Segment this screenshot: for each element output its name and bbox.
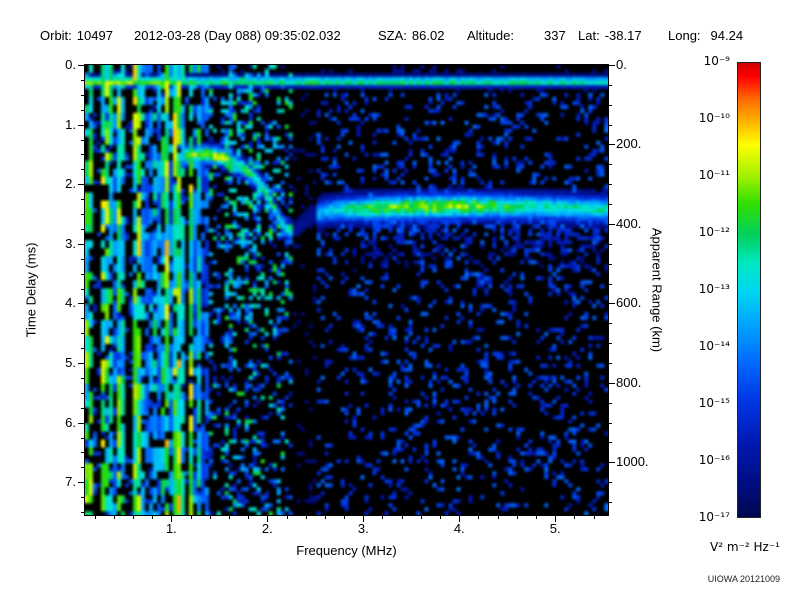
header-field-label: Orbit:	[40, 28, 72, 43]
colorbar-tick-label: 10⁻¹⁷	[698, 510, 730, 524]
header-field-longitude: Long: 94.24	[668, 28, 743, 43]
x-axis-tick-label: 4.	[453, 521, 465, 536]
colorbar-tick-label: 10⁻¹⁰	[698, 111, 730, 125]
y-axis-tick-label: 4.	[65, 295, 76, 311]
y-axis-title-right: Apparent Range (km)	[649, 227, 665, 353]
credit-text: UIOWA 20121009	[707, 574, 780, 584]
spectrogram-plot-area	[85, 65, 608, 515]
header-field-value: 10497	[76, 28, 113, 43]
right-axis-tick-label: 0.	[616, 57, 627, 72]
spectrogram-canvas	[85, 65, 608, 515]
header-field-orbit: Orbit: 10497	[40, 28, 113, 43]
y-axis-title-left: Time Delay (ms)	[23, 242, 39, 338]
right-axis-tick-label: 200.	[616, 136, 642, 152]
x-axis-tick-label: 1.	[165, 521, 177, 536]
header-field-value: 2012-03-28 (Day 088) 09:35:02.032	[134, 28, 341, 43]
colorbar-tick-label: 10⁻¹¹	[698, 168, 730, 182]
y-axis-tick-label: 2.	[65, 176, 76, 192]
header-field-value: -38.17	[604, 28, 642, 43]
y-axis-tick-label: 0.	[65, 57, 76, 72]
colorbar-tick-label: 10⁻¹⁶	[698, 453, 730, 467]
right-axis-tick-label: 1000.	[616, 454, 649, 470]
y-axis-tick-label: 3.	[65, 235, 76, 251]
colorbar-tick-label: 10⁻¹⁴	[698, 339, 730, 353]
colorbar-tick-label: 10⁻⁹	[703, 54, 730, 68]
colorbar-tick-label: 10⁻¹⁵	[698, 396, 730, 410]
header-field-sza: SZA: 86.02	[378, 28, 444, 43]
x-axis-title: Frequency (MHz)	[296, 543, 397, 558]
right-axis-tick-label: 400.	[616, 215, 642, 231]
header-field-latitude: Lat: -38.17	[578, 28, 642, 43]
header-field-label: Altitude:	[467, 28, 514, 43]
header-field-label: SZA:	[378, 28, 407, 43]
x-axis-tick-label: 3.	[357, 521, 369, 536]
right-axis-tick-label: 600.	[616, 295, 642, 311]
header-field-value: 94.24	[710, 28, 744, 43]
y-axis-tick-label: 1.	[65, 116, 76, 132]
y-axis-tick-label: 6.	[65, 414, 76, 430]
header-field-altitude: Altitude: 337	[467, 28, 566, 43]
colorbar-tick-label: 10⁻¹²	[698, 225, 730, 239]
header-field-label: Lat:	[578, 28, 600, 43]
header-field-datetime: 2012-03-28 (Day 088) 09:35:02.032	[134, 28, 341, 43]
y-axis-tick-label: 7.	[65, 474, 76, 490]
colorbar	[737, 62, 761, 518]
header-field-value: 337	[543, 28, 566, 43]
right-axis-tick-label: 800.	[616, 374, 642, 390]
x-axis-tick-label: 2.	[261, 521, 273, 536]
colorbar-unit-label: V² m⁻² Hz⁻¹	[710, 540, 780, 554]
y-axis-tick-label: 5.	[65, 355, 76, 370]
header-field-value: 86.02	[411, 28, 445, 43]
x-axis-tick-label: 5.	[549, 521, 561, 536]
colorbar-tick-label: 10⁻¹³	[698, 282, 730, 296]
header-field-label: Long:	[668, 28, 701, 43]
